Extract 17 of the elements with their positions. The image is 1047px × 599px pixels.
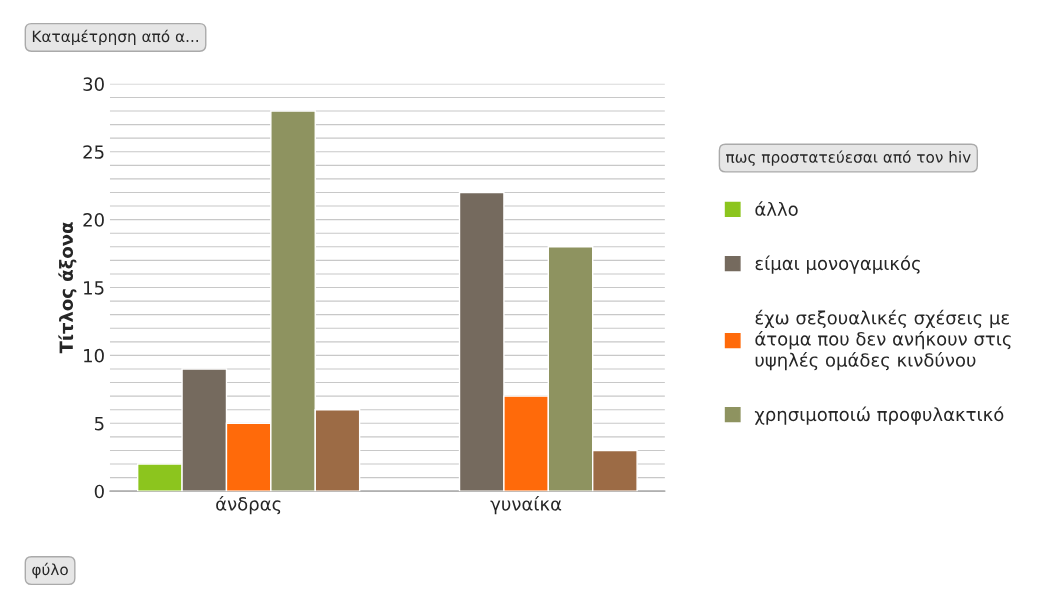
y-tick-label: 10 [84, 348, 104, 363]
y-tick-label: 15 [84, 281, 104, 295]
legend-label: έχω σεξουαλικές σχέσεις με άτομα που δεν ανήκουν στις υψηλές ομάδες κινδύνου [755, 309, 1011, 371]
y-tick-label: 5 [94, 416, 104, 431]
text: Καταμέτρηση από α... [32, 29, 199, 46]
x-tick-label: άνδρας [216, 496, 281, 515]
y-axis-title: Τίτλος άξονα [58, 222, 77, 354]
x-tick-label: γυναίκα [490, 496, 562, 515]
legend-label: είμαι μονογαμικός [755, 255, 920, 274]
y-tick-label: 0 [94, 484, 104, 499]
y-tick-label: 20 [83, 213, 104, 227]
legend-label: άλλο [755, 201, 798, 216]
text: φύλο [32, 562, 68, 579]
y-tick-label: 30 [83, 77, 104, 91]
legend-title: πως προστατεύεσαι από τον hiv [726, 150, 971, 166]
y-tick-label: 25 [83, 145, 104, 159]
legend-label: χρησιμοποιώ προφυλακτικό [754, 406, 1004, 425]
